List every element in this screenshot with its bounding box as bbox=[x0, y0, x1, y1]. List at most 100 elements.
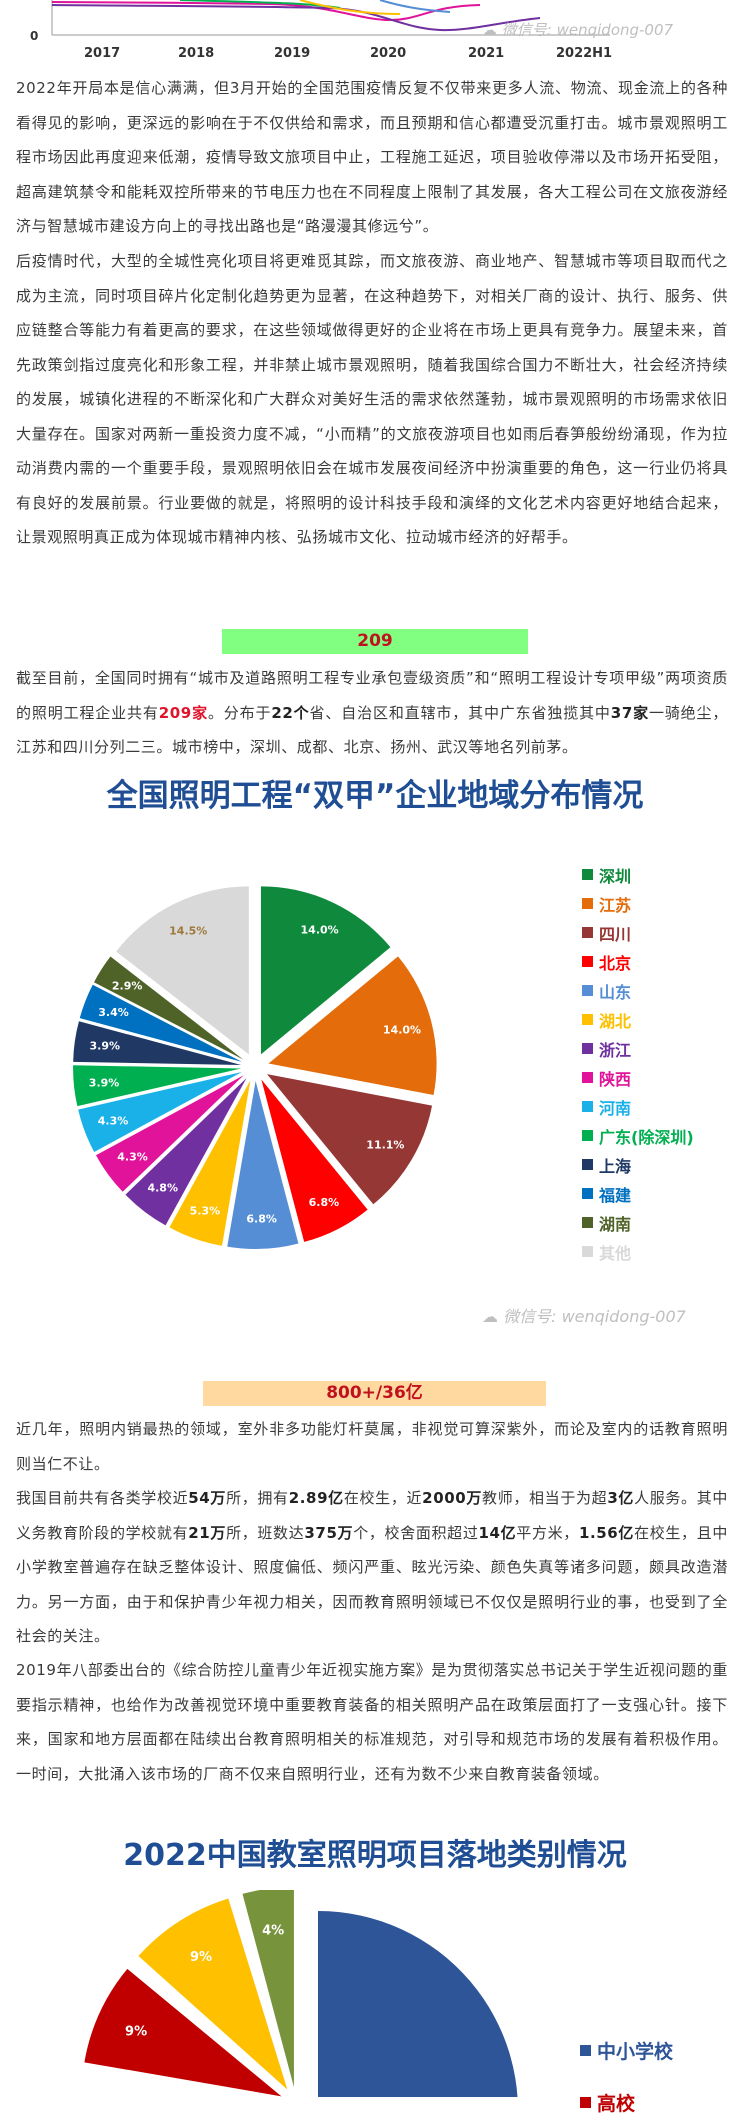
legend-label: 浙江 bbox=[599, 1040, 632, 1060]
x-tick-2018: 2018 bbox=[178, 46, 214, 61]
highlight-209: 209家 bbox=[158, 703, 208, 722]
pie2-title: 2022中国教室照明项目落地类别情况 bbox=[123, 1838, 627, 1873]
pie1-legend-item: 上海 bbox=[582, 1150, 694, 1179]
pie1-slice-5 bbox=[169, 1080, 251, 1246]
legend-swatch bbox=[582, 1188, 593, 1199]
legend-swatch bbox=[582, 1072, 593, 1083]
legend-swatch bbox=[580, 2044, 591, 2056]
pie1-legend-item: 陕西 bbox=[582, 1063, 694, 1092]
pie1-title: 全国照明工程“双甲”企业地域分布情况 bbox=[106, 778, 644, 814]
pie2-legend: 中小学校 高校 bbox=[580, 2024, 673, 2128]
pie1-slice-0 bbox=[260, 886, 391, 1055]
pie1-slice-12 bbox=[93, 956, 244, 1060]
pie1-slice-4 bbox=[227, 1080, 299, 1249]
pie2-slice-label-0: 4% bbox=[262, 1923, 284, 1938]
pie1-legend-item: 江苏 bbox=[582, 889, 694, 918]
paragraph-5: 我国目前共有各类学校近54万所，拥有2.89亿在校生，近2000万教师，相当于为… bbox=[16, 1489, 728, 1645]
banner-209: 209 bbox=[222, 629, 528, 654]
pie1-slice-10 bbox=[73, 1021, 242, 1066]
legend-label: 陕西 bbox=[599, 1069, 632, 1089]
banner-800: 800+/36亿 bbox=[203, 1381, 546, 1406]
legend-label: 福建 bbox=[599, 1185, 632, 1205]
pie1-slice-13 bbox=[116, 886, 249, 1055]
legend-label: 四川 bbox=[599, 924, 632, 944]
legend-label: 湖北 bbox=[599, 1011, 632, 1031]
pie1-chart: 14.0% 14.0% 11.1% 6.8% 6.8% 5.3% 4.8% 4.3% 4.3% 3… bbox=[73, 886, 437, 1249]
pie1-slice-3 bbox=[261, 1079, 368, 1242]
legend-swatch bbox=[582, 1101, 593, 1112]
pie1-slice-label-11: 3.4% bbox=[98, 1006, 129, 1019]
wechat-icon: ☁ bbox=[482, 21, 497, 39]
pie1-slice-label-13: 14.5% bbox=[169, 925, 207, 938]
pie1-legend-item: 深圳 bbox=[582, 860, 694, 889]
legend-swatch bbox=[582, 898, 593, 909]
legend-label: 深圳 bbox=[599, 866, 632, 886]
x-tick-2020: 2020 bbox=[370, 46, 406, 61]
legend-swatch bbox=[582, 1217, 593, 1228]
pie1-slice-label-10: 3.9% bbox=[89, 1040, 120, 1053]
paragraph-6: 2019年八部委出台的《综合防控儿童青少年近视实施方案》是为贯彻落实总书记关于学… bbox=[16, 1661, 728, 1783]
legend-swatch bbox=[580, 2096, 591, 2108]
pie1-legend-item: 四川 bbox=[582, 918, 694, 947]
legend-swatch bbox=[582, 1043, 593, 1054]
pie1-slice-label-8: 4.3% bbox=[98, 1115, 129, 1128]
pie1-slice-label-3: 6.8% bbox=[309, 1196, 340, 1209]
legend-label: 上海 bbox=[599, 1156, 632, 1176]
pie1-slice-label-9: 3.9% bbox=[89, 1077, 120, 1090]
legend-label: 山东 bbox=[599, 982, 632, 1002]
paragraph-2: 后疫情时代，大型的全城性亮化项目将更难觅其踪，而文旅夜游、商业地产、智慧城市等项… bbox=[16, 252, 728, 546]
pie2-legend-item: 中小学校 bbox=[580, 2024, 673, 2076]
paragraph-1: 2022年开局本是信心满满，但3月开始的全国范围疫情反复不仅带来更多人流、物流、… bbox=[16, 79, 728, 235]
pie1-legend-item: 福建 bbox=[582, 1179, 694, 1208]
pie1-legend-item: 湖南 bbox=[582, 1208, 694, 1237]
pie2-slice-1 bbox=[138, 1898, 288, 2090]
pie1-legend-item: 北京 bbox=[582, 947, 694, 976]
banner-209-text: 209 bbox=[357, 631, 393, 651]
legend-label: 河南 bbox=[599, 1098, 632, 1118]
legend-label: 湖南 bbox=[599, 1214, 632, 1234]
pie1-slice-label-0: 14.0% bbox=[301, 924, 339, 937]
pie1-legend: 深圳 江苏 四川 北京 山东 湖北 浙江 陕西 河南 广东(除深圳) 上海 福建 湖南 其他 bbox=[582, 860, 694, 1266]
pie1-slice-8 bbox=[78, 1071, 242, 1152]
pie2-slice-2 bbox=[84, 1968, 282, 2097]
legend-label: 北京 bbox=[599, 953, 632, 973]
pie2-slice-main bbox=[318, 1911, 518, 2097]
top-chart-watermark: ☁ 微信号: wenqidong-007 bbox=[482, 19, 673, 40]
legend-swatch bbox=[582, 1159, 593, 1170]
pie1-slice-label-6: 4.8% bbox=[147, 1181, 178, 1194]
pie1-slice-label-5: 5.3% bbox=[190, 1204, 221, 1217]
legend-label: 江苏 bbox=[599, 895, 632, 915]
pie2-slice-0 bbox=[242, 1890, 294, 2088]
pie1-watermark-text: 微信号: wenqidong-007 bbox=[503, 1307, 686, 1326]
x-tick-2022h1: 2022H1 bbox=[556, 46, 612, 61]
pie1-slice-label-4: 6.8% bbox=[246, 1213, 277, 1226]
legend-label: 高校 bbox=[597, 2092, 636, 2115]
legend-swatch bbox=[582, 869, 593, 880]
pie1-slice-9 bbox=[73, 1065, 242, 1107]
paragraph-4: 近几年，照明内销最热的领域，室外非多功能灯杆莫属，非视觉可算深紫外，而论及室内的… bbox=[16, 1420, 728, 1473]
pie2-slice-label-1: 9% bbox=[190, 1950, 212, 1965]
pie1-slice-2 bbox=[267, 1074, 433, 1205]
legend-swatch bbox=[582, 1014, 593, 1025]
pie2-legend-item: 高校 bbox=[580, 2076, 673, 2128]
pie1-slice-6 bbox=[125, 1078, 247, 1226]
legend-swatch bbox=[582, 927, 593, 938]
pie1-slice-11 bbox=[79, 984, 242, 1062]
pie1-watermark: ☁ 微信号: wenqidong-007 bbox=[482, 1303, 686, 1327]
banner-800-text: 800+/36亿 bbox=[326, 1383, 423, 1403]
legend-label: 广东(除深圳) bbox=[599, 1127, 694, 1147]
legend-swatch bbox=[582, 985, 593, 996]
pie1-legend-item: 湖北 bbox=[582, 1005, 694, 1034]
x-tick-2019: 2019 bbox=[274, 46, 310, 61]
paragraph-3: 截至目前，全国同时拥有“城市及道路照明工程专业承包壹级资质”和“照明工程设计专项… bbox=[16, 669, 728, 756]
pie1-slice-label-12: 2.9% bbox=[112, 979, 143, 992]
y-zero-label: 0 bbox=[30, 29, 38, 43]
pie1-slice-7 bbox=[95, 1075, 244, 1192]
legend-label: 中小学校 bbox=[597, 2040, 674, 2063]
pie1-slice-label-7: 4.3% bbox=[117, 1151, 148, 1164]
pie2-chart: 4% 9% 9% bbox=[84, 1890, 518, 2097]
x-tick-2021: 2021 bbox=[468, 46, 504, 61]
pie1-slice-1 bbox=[268, 956, 437, 1095]
pie1-slice-label-2: 11.1% bbox=[366, 1139, 404, 1152]
pie1-legend-item: 广东(除深圳) bbox=[582, 1121, 694, 1150]
